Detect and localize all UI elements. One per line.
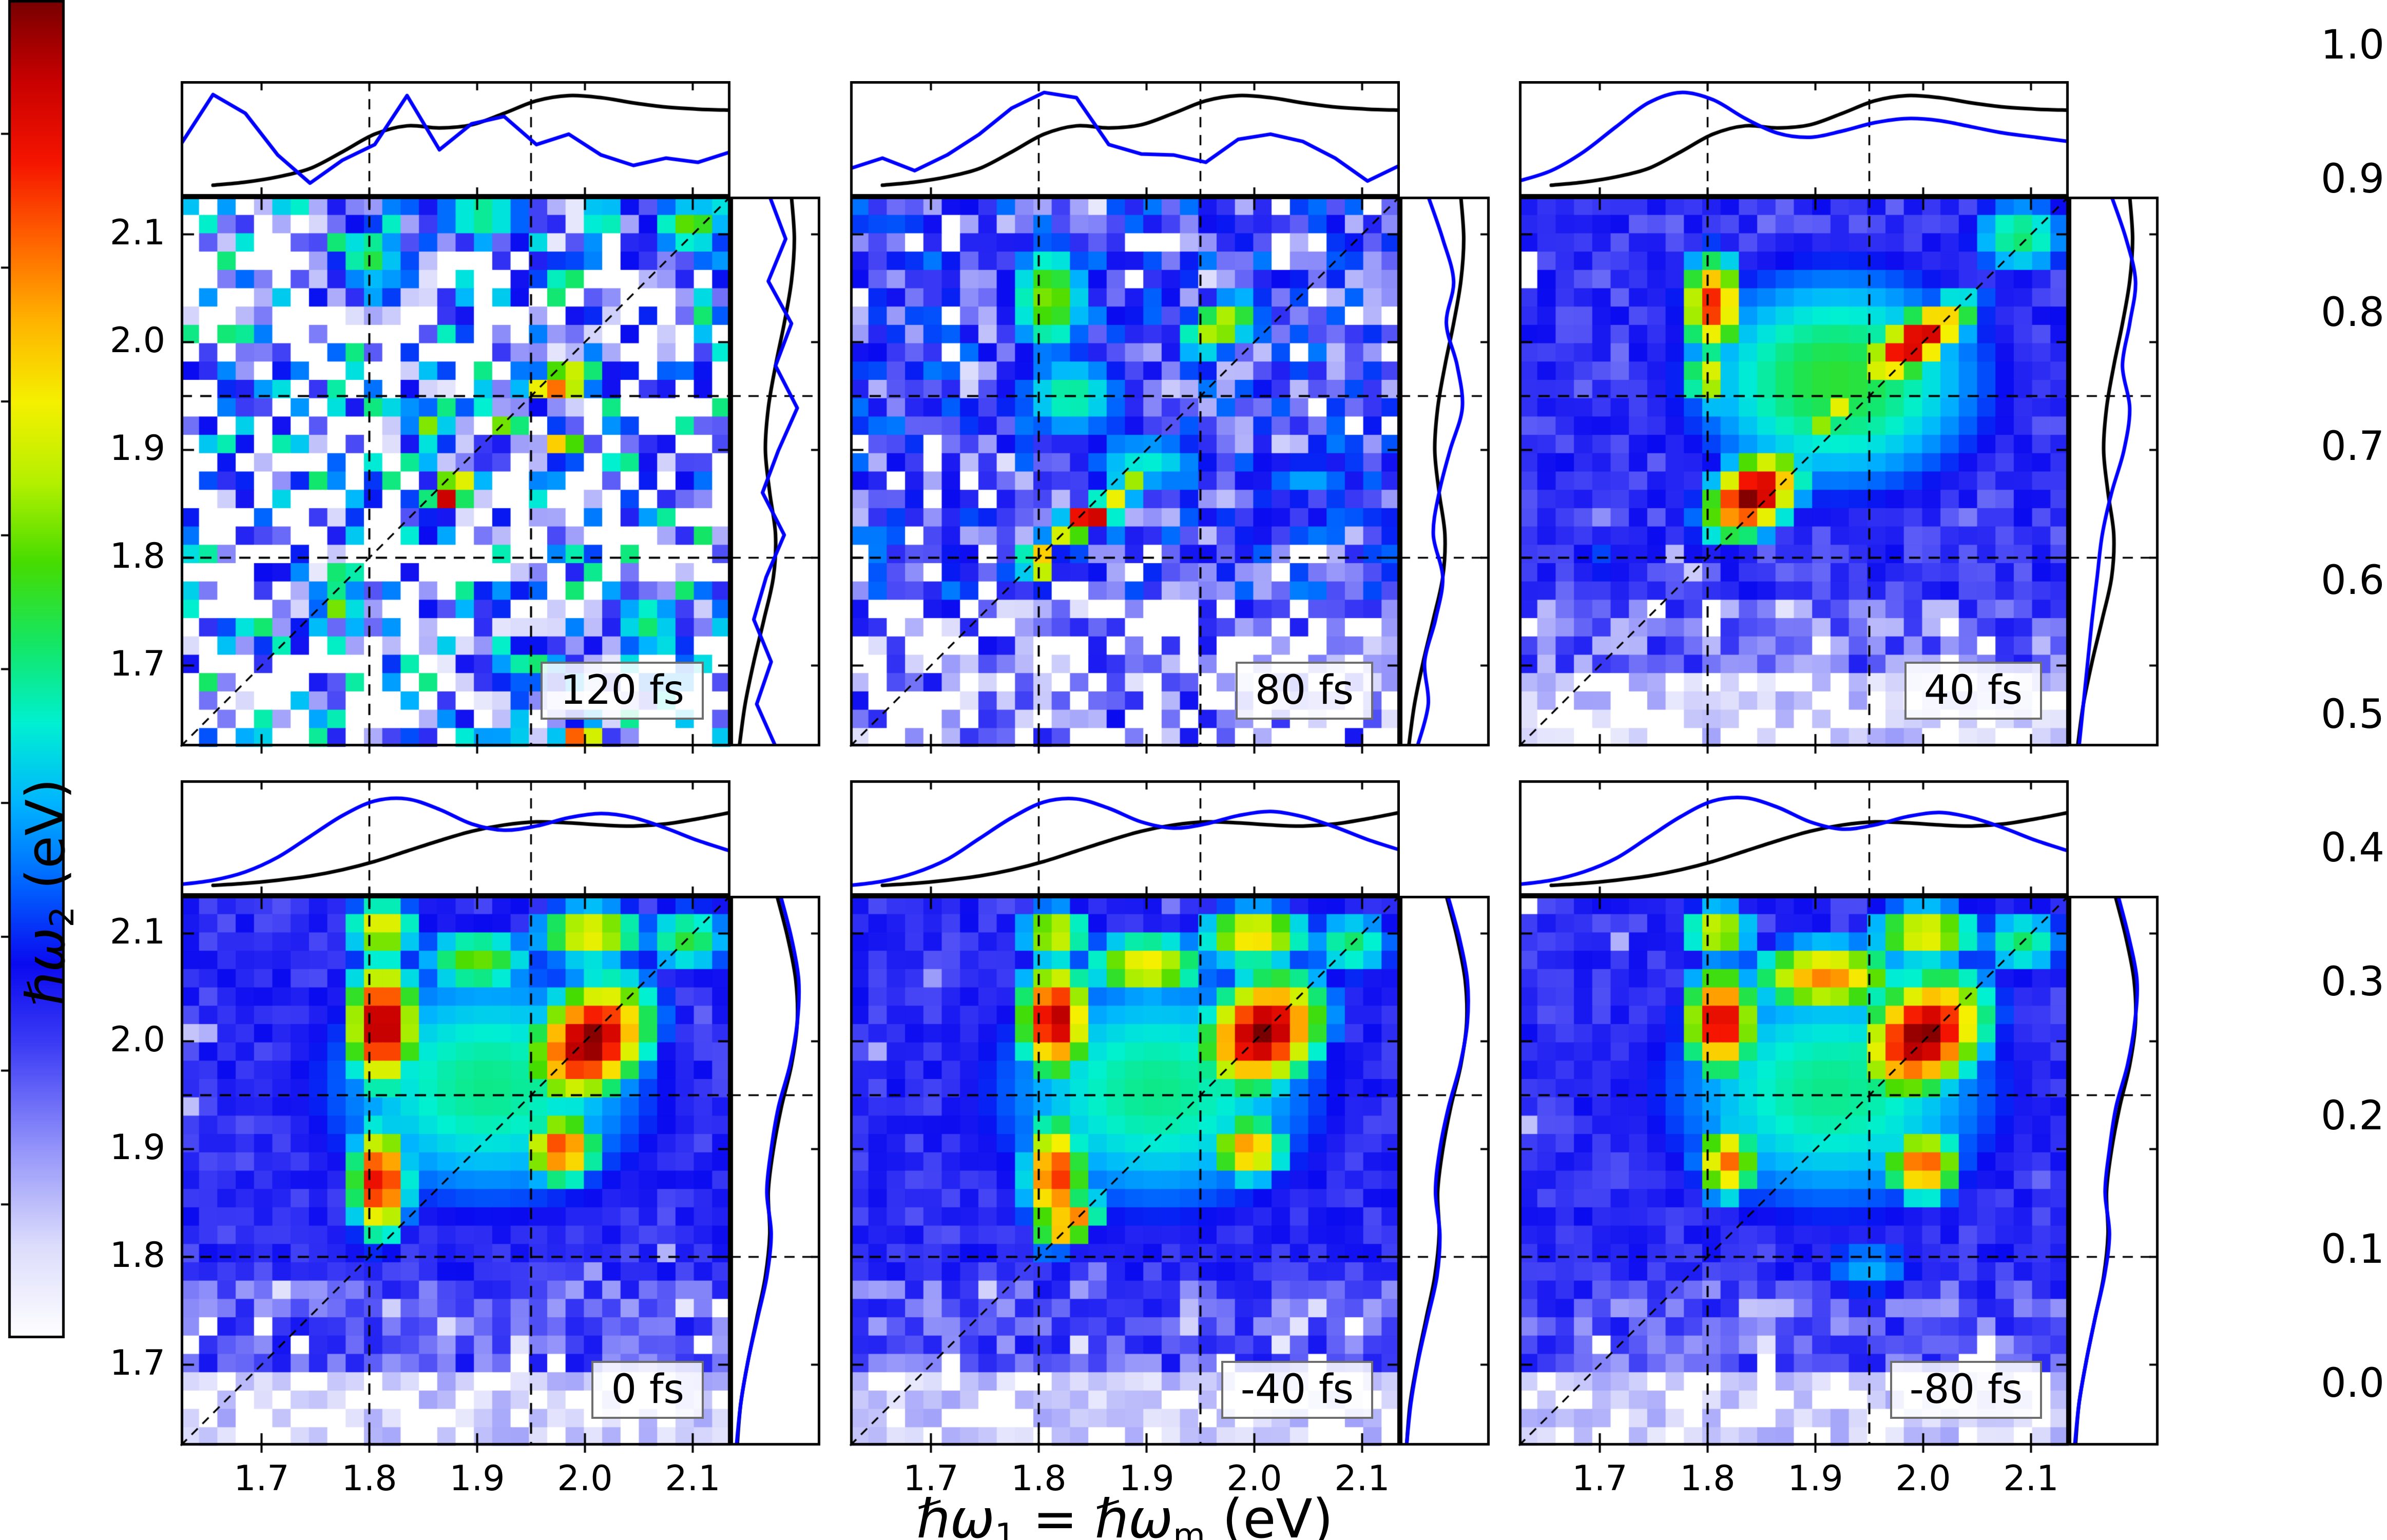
right-marginal-plot-80fs — [1400, 197, 1490, 746]
colorbar-tick-label: 0.3 — [2321, 958, 2385, 1005]
x-tick-label: 2.1 — [665, 1458, 721, 1499]
axis-label-segment: 2 — [43, 906, 82, 928]
time-delay-label: -40 fs — [1221, 1360, 1373, 1419]
x-tick-label: 1.9 — [1119, 1458, 1175, 1499]
y-tick-label: 1.7 — [109, 643, 165, 684]
colorbar-tick-label: 0.2 — [2321, 1092, 2385, 1139]
y-tick-label: 1.8 — [109, 1235, 165, 1276]
axis-label-segment: ℏω — [14, 927, 78, 1006]
axis-label-segment: (eV) — [1205, 1488, 1334, 1540]
colorbar-tick-label: 0.6 — [2321, 557, 2385, 604]
axis-label-segment: ℏω — [916, 1488, 995, 1540]
y-tick-label: 1.7 — [109, 1342, 165, 1383]
y-tick-label: 1.8 — [109, 535, 165, 576]
top-marginal-plot-minus80fs — [1511, 780, 2069, 896]
time-delay-text: -40 fs — [1240, 1366, 1354, 1413]
colorbar-tick-label: 0.9 — [2321, 156, 2385, 202]
y-axis-label: ℏω2 (eV) — [14, 661, 82, 1123]
time-delay-text: 120 fs — [560, 667, 684, 714]
top-marginal-plot-120fs — [172, 81, 730, 197]
time-delay-text: 80 fs — [1255, 667, 1354, 714]
colorbar-tick-label: 0.1 — [2321, 1226, 2385, 1273]
x-tick-label: 1.8 — [1680, 1458, 1736, 1499]
right-marginal-plot-minus80fs — [2069, 896, 2159, 1446]
time-delay-label: 0 fs — [591, 1360, 704, 1419]
x-tick-label: 1.7 — [903, 1458, 959, 1499]
x-tick-label: 1.8 — [1011, 1458, 1067, 1499]
x-tick-label: 2.0 — [557, 1458, 613, 1499]
top-marginal-plot-80fs — [842, 81, 1400, 197]
axis-label-segment: ℏω — [1094, 1488, 1173, 1540]
y-tick-label: 2.0 — [109, 320, 165, 361]
right-marginal-plot-40fs — [2069, 197, 2159, 746]
panel-group-minus80fs: -80 fs — [1511, 780, 2159, 1454]
time-delay-text: 0 fs — [611, 1366, 684, 1413]
right-marginal-plot-minus40fs — [1400, 896, 1490, 1446]
time-delay-text: 40 fs — [1923, 667, 2023, 714]
time-delay-label: 120 fs — [541, 661, 704, 720]
x-tick-label: 2.0 — [1895, 1458, 1951, 1499]
time-delay-label: 40 fs — [1904, 661, 2042, 720]
colorbar — [0, 0, 65, 1338]
x-tick-label: 2.1 — [2003, 1458, 2059, 1499]
right-marginal-plot-0fs — [730, 896, 820, 1446]
axis-label-segment: 1 — [994, 1516, 1016, 1540]
x-axis-label: ℏω1 = ℏωm (eV) — [837, 1490, 1412, 1540]
x-tick-label: 1.7 — [1572, 1458, 1628, 1499]
top-marginal-plot-40fs — [1511, 81, 2069, 197]
colorbar-tick-label: 0.0 — [2321, 1360, 2385, 1407]
top-marginal-plot-minus40fs — [842, 780, 1400, 896]
right-marginal-plot-120fs — [730, 197, 820, 746]
colorbar-tick-label: 1.0 — [2321, 22, 2385, 68]
colorbar-tick-label: 0.8 — [2321, 290, 2385, 336]
colorbar-tick-label: 0.5 — [2321, 691, 2385, 738]
x-tick-label: 1.8 — [341, 1458, 397, 1499]
y-tick-label: 2.1 — [109, 212, 165, 253]
top-marginal-plot-0fs — [172, 780, 730, 896]
colorbar-tick-label: 0.7 — [2321, 424, 2385, 470]
axis-label-segment: m — [1173, 1516, 1205, 1540]
axis-label-segment: (eV) — [14, 778, 78, 907]
y-tick-label: 2.0 — [109, 1019, 165, 1060]
time-delay-label: 80 fs — [1235, 661, 1373, 720]
x-tick-label: 2.1 — [1334, 1458, 1390, 1499]
y-tick-label: 1.9 — [109, 1127, 165, 1168]
x-tick-label: 1.9 — [449, 1458, 505, 1499]
x-tick-label: 1.9 — [1787, 1458, 1843, 1499]
colorbar-tick-label: 0.4 — [2321, 825, 2385, 872]
x-tick-label: 1.7 — [234, 1458, 290, 1499]
panel-group-40fs: 40 fs — [1511, 81, 2159, 755]
panel-group-minus40fs: -40 fs — [842, 780, 1490, 1454]
time-delay-label: -80 fs — [1890, 1360, 2042, 1419]
y-tick-label: 2.1 — [109, 911, 165, 952]
y-tick-label: 1.9 — [109, 428, 165, 469]
panel-group-80fs: 80 fs — [842, 81, 1490, 755]
panel-group-0fs: 0 fs — [172, 780, 820, 1454]
axis-label-segment: = — [1015, 1488, 1095, 1540]
time-delay-text: -80 fs — [1909, 1366, 2023, 1413]
x-tick-label: 2.0 — [1226, 1458, 1282, 1499]
panel-group-120fs: 120 fs — [172, 81, 820, 755]
